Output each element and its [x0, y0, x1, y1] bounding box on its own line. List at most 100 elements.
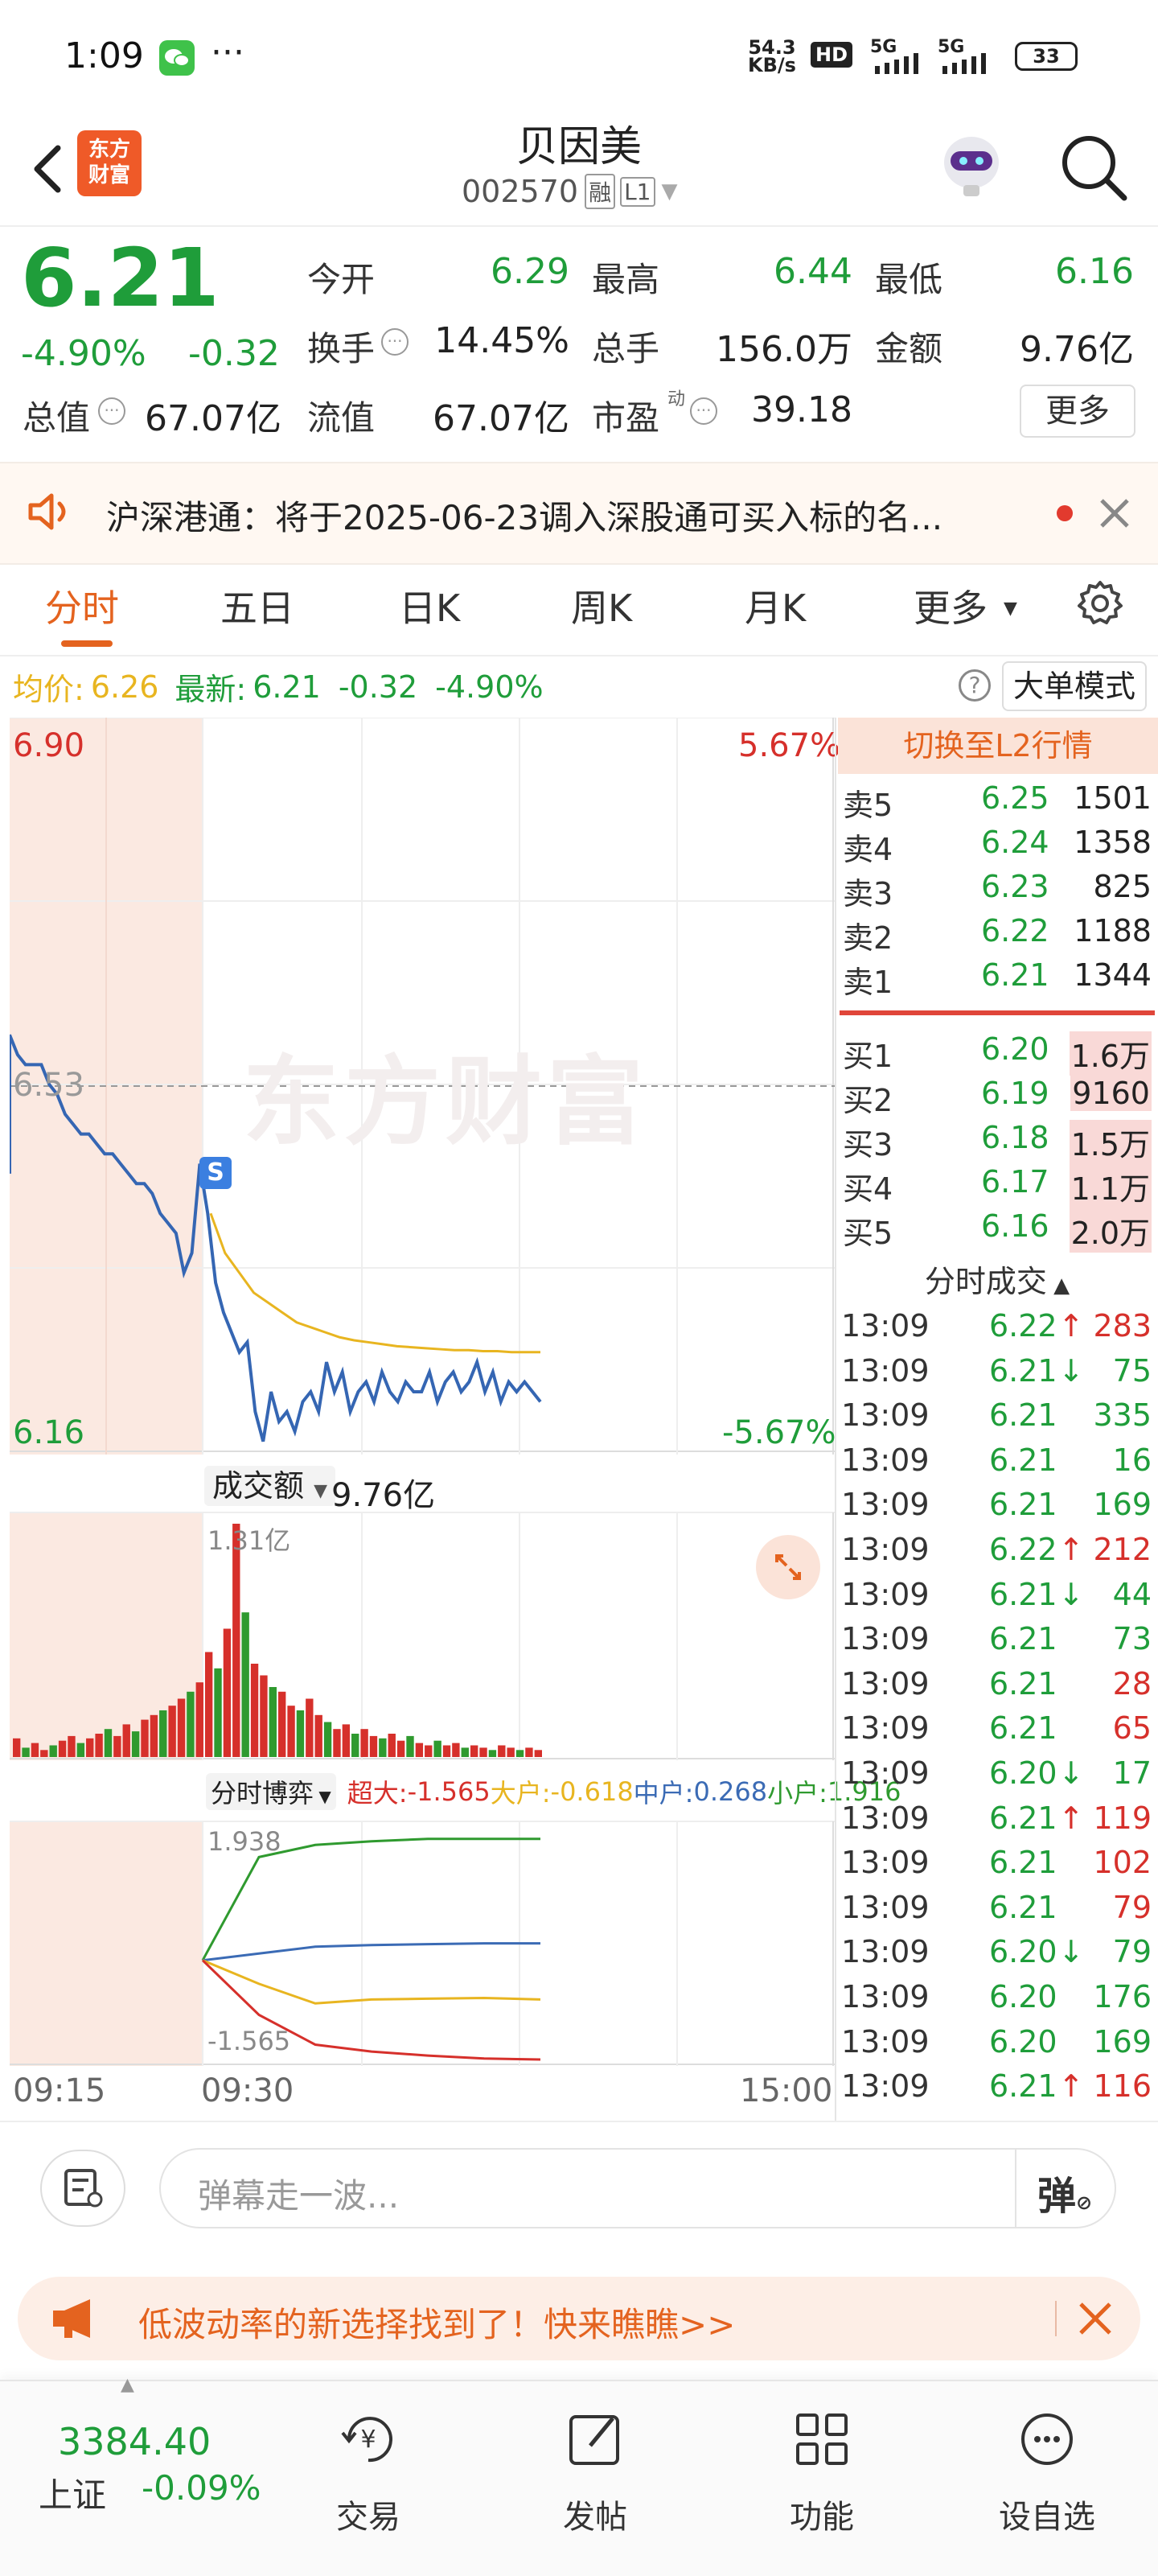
pe-info-icon[interactable]: ··· — [690, 397, 717, 425]
volume-bar — [369, 1735, 378, 1757]
nav-post[interactable]: 发帖 — [563, 2499, 627, 2536]
pct-axis-bottom-label: -5.67% — [722, 1414, 836, 1451]
order-price: 6.19 — [981, 1076, 1049, 1111]
turnover-value: 14.45% — [434, 320, 569, 361]
tick-time: 13:09 — [841, 1710, 930, 1747]
ask-row-1[interactable]: 卖1 6.21 1344 — [836, 951, 1158, 1000]
signal-s-marker-icon[interactable]: S — [199, 1157, 232, 1189]
pe-label: 市盈 — [592, 398, 660, 438]
switch-l2-button[interactable]: 切换至L2行情 — [838, 718, 1158, 774]
bid-row-4[interactable]: 买4 6.17 1.1万 — [836, 1158, 1158, 1208]
up-arrow-icon: ↑ — [1058, 1308, 1084, 1344]
amount-label: 金额 — [875, 329, 943, 368]
tick-row: 13:09 6.22 ↑ 212 — [836, 1527, 1158, 1572]
nav-watchlist-icon[interactable] — [1015, 2407, 1079, 2471]
tab-week-k[interactable]: 周K — [571, 586, 633, 630]
stock-name: 贝因美 — [515, 123, 642, 171]
notice-bar[interactable]: 沪深港通：将于2025-06-23调入深股通可买入标的名... — [0, 462, 1158, 565]
volume-bar — [342, 1724, 351, 1757]
bottom-nav — [0, 2380, 1158, 2576]
tick-price: 6.21 — [989, 1397, 1057, 1434]
tab-day-k[interactable]: 日K — [399, 586, 461, 630]
stock-code-row[interactable]: 002570 融 L1 ▼ — [462, 174, 678, 209]
nav-trade[interactable]: 交易 — [336, 2499, 400, 2536]
volume-bar — [260, 1675, 268, 1757]
expand-chart-icon[interactable] — [756, 1535, 820, 1599]
bid-row-2[interactable]: 买2 6.19 9160 — [836, 1069, 1158, 1118]
tab-month-k[interactable]: 月K — [745, 586, 807, 630]
intraday-chart[interactable]: 东方财富 6.90 6.53 6.16 5.67% -5.67% S — [10, 718, 840, 1455]
back-icon[interactable] — [19, 132, 76, 204]
volume-bar — [461, 1747, 469, 1757]
tick-time: 13:09 — [841, 1889, 930, 1925]
nav-watchlist[interactable]: 设自选 — [999, 2499, 1095, 2536]
avg-price-label: 均价: — [13, 672, 84, 707]
app-logo[interactable]: 东方 财富 — [77, 130, 142, 196]
tick-price: 6.21 — [989, 1621, 1057, 1657]
order-price: 6.18 — [981, 1120, 1049, 1155]
tab-intraday[interactable]: 分时 — [45, 586, 119, 630]
close-notice-icon[interactable] — [1097, 496, 1132, 531]
settings-gear-icon[interactable] — [1074, 578, 1126, 629]
nav-functions-icon[interactable] — [790, 2407, 854, 2471]
nav-post-icon[interactable] — [563, 2407, 627, 2471]
order-volume: 1344 — [1074, 957, 1152, 993]
tick-time: 13:09 — [841, 1621, 930, 1657]
danmaku-toggle-button[interactable]: 弹⊘ — [1037, 2174, 1093, 2219]
volume-bar — [177, 1698, 186, 1757]
bid-row-3[interactable]: 买3 6.18 1.5万 — [836, 1113, 1158, 1164]
tab-more[interactable]: 更多 — [914, 586, 988, 630]
market-cap-info-icon[interactable]: ··· — [98, 397, 125, 425]
ask-bid-divider — [840, 1010, 1155, 1015]
tick-price: 6.21 — [989, 2068, 1057, 2105]
nav-trade-icon[interactable]: ¥ — [336, 2407, 400, 2471]
capital-super-line — [201, 1959, 541, 2061]
tick-row: 13:09 6.21 102 — [836, 1840, 1158, 1885]
ask-row-5[interactable]: 卖5 6.25 1501 — [836, 774, 1158, 823]
volume-selector[interactable]: 成交额 ▼ — [204, 1466, 336, 1506]
index-up-arrow-icon: ▲ — [121, 2375, 134, 2395]
capital-game-chart[interactable]: 分时博弈 ▼ 超大: -1.565 大户: -0.618 中户: 0.268 小… — [10, 1760, 901, 2066]
turnover-label: 换手 — [307, 329, 376, 368]
change-pct: -4.90% — [21, 333, 146, 374]
tab-five-day[interactable]: 五日 — [220, 586, 294, 630]
tick-volume: 65 — [1112, 1710, 1152, 1747]
nav-functions[interactable]: 功能 — [790, 2499, 854, 2536]
bid-row-1[interactable]: 买1 6.20 1.6万 — [836, 1025, 1158, 1076]
pct-axis-top-label: 5.67% — [738, 727, 841, 764]
megaphone-icon — [50, 2298, 103, 2339]
turnover-info-icon[interactable]: ··· — [381, 328, 409, 356]
danmaku-list-icon[interactable] — [40, 2150, 125, 2227]
avg-price-line — [209, 1212, 540, 1354]
tick-row: 13:09 6.21 ↑ 116 — [836, 2064, 1158, 2109]
index-ticker[interactable]: ▲ 3384.40 上证 -0.09% — [0, 2375, 273, 2574]
help-icon[interactable]: ? — [959, 669, 991, 702]
tick-price: 6.20 — [989, 1934, 1057, 1970]
ask-row-3[interactable]: 卖3 6.23 825 — [836, 862, 1158, 911]
ticks-header[interactable]: 分时成交 ▲ — [836, 1257, 1158, 1301]
tick-price: 6.21 — [989, 1487, 1057, 1523]
promo-banner[interactable]: 低波动率的新选择找到了！快来瞧瞧>> — [18, 2277, 1140, 2360]
volume-total: 9.76亿 — [331, 1477, 436, 1514]
tab-more-dropdown-icon: ▼ — [1004, 599, 1017, 619]
more-button[interactable]: 更多 — [1020, 385, 1135, 438]
volume-bar — [40, 1750, 48, 1757]
close-promo-icon[interactable] — [1076, 2299, 1115, 2338]
latest-change-pct: -4.90% — [435, 669, 544, 705]
search-icon[interactable] — [1055, 129, 1132, 206]
danmaku-input[interactable]: 弹幕走一波... 弹⊘ — [159, 2148, 1116, 2228]
volume-chart[interactable]: 成交额 ▼ 9.76亿 1.31亿 — [10, 1455, 835, 1760]
float-cap-label: 流值 — [307, 398, 376, 438]
ask-row-2[interactable]: 卖2 6.22 1188 — [836, 907, 1158, 956]
tick-row: 13:09 6.20 ↓ 17 — [836, 1751, 1158, 1796]
up-arrow-icon: ↑ — [1058, 1800, 1084, 1836]
big-order-mode-button[interactable]: 大单模式 — [1002, 661, 1147, 711]
robot-avatar-icon[interactable] — [933, 124, 1010, 201]
tick-volume: 16 — [1112, 1442, 1152, 1478]
tick-time: 13:09 — [841, 1934, 930, 1970]
bid-row-5[interactable]: 买5 6.16 2.0万 — [836, 1202, 1158, 1253]
capital-selector[interactable]: 分时博弈 ▼ — [206, 1773, 336, 1810]
order-volume: 2.0万 — [1069, 1208, 1152, 1253]
ask-row-4[interactable]: 卖4 6.24 1358 — [836, 818, 1158, 867]
order-level-label: 买5 — [843, 1216, 893, 1251]
